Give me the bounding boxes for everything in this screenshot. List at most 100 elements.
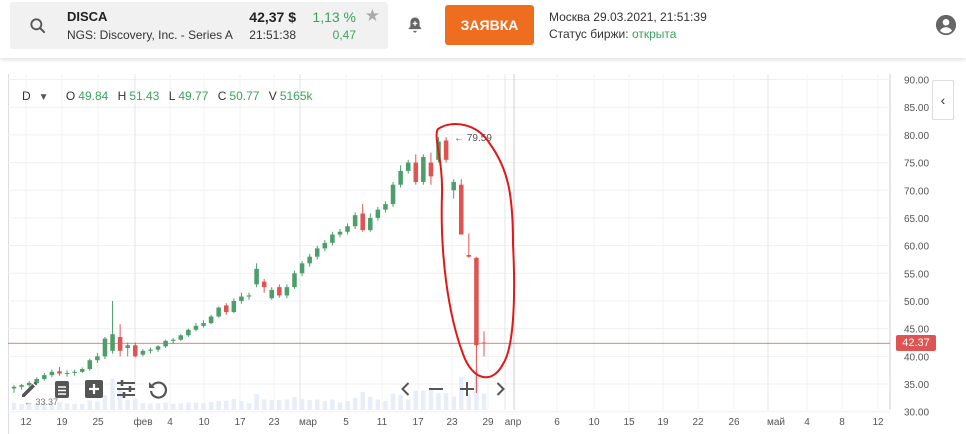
collapse-panel-button[interactable]: ‹ — [932, 80, 954, 120]
low-marker-label: ← 33.37 — [24, 397, 58, 407]
candle-body — [261, 281, 267, 288]
tune-icon[interactable] — [114, 377, 138, 401]
volume-bar — [49, 402, 55, 410]
candle-body — [186, 329, 191, 336]
candle-body — [398, 170, 403, 185]
candle-body — [322, 242, 328, 249]
volume-bar — [216, 401, 221, 410]
volume-bar — [246, 403, 252, 410]
volume-bar — [428, 389, 434, 410]
market-datetime: Москва 29.03.2021, 21:51:39 — [549, 10, 707, 24]
interval-dropdown-icon[interactable]: ▼ — [38, 92, 49, 103]
order-button[interactable]: ЗАЯВКА — [445, 5, 534, 45]
candle-body — [125, 345, 130, 349]
volume-bar — [239, 401, 244, 410]
volume-bar — [57, 402, 62, 410]
market-status: Статус биржи: открыта — [549, 27, 676, 41]
time-tick-label: 10 — [198, 417, 210, 428]
open-label: O — [65, 89, 76, 103]
volume-bar — [352, 398, 358, 410]
price-tick-label: 60.00 — [904, 242, 929, 253]
candle-body — [383, 204, 388, 210]
volume-bar — [186, 402, 191, 410]
candle-body — [299, 263, 305, 274]
volume-bar — [375, 399, 381, 410]
last-price: 42,37 $ — [249, 9, 296, 25]
candle-body — [451, 181, 456, 191]
candle-body — [307, 256, 312, 264]
time-tick-label: 10 — [588, 417, 600, 428]
bell-plus-icon[interactable] — [405, 14, 425, 36]
volume-bar — [178, 403, 184, 410]
volume-bar — [42, 402, 47, 410]
annotation-ellipse — [435, 123, 516, 379]
volume-bar — [330, 399, 335, 410]
price-tick-label: 80.00 — [904, 131, 929, 142]
account-icon[interactable] — [935, 14, 957, 36]
ticker-panel[interactable]: DISCA NGS: Discovery, Inc. - Series A 42… — [10, 2, 388, 49]
add-box-icon[interactable] — [82, 377, 106, 401]
candle-body — [79, 369, 85, 372]
time-tick-label: 19 — [56, 417, 68, 428]
zoom-in-icon[interactable] — [455, 377, 479, 401]
high-label: H — [117, 89, 127, 103]
candle-body — [443, 140, 449, 160]
candle-body — [155, 346, 161, 350]
volume-bar — [231, 398, 237, 410]
candle-body — [421, 157, 426, 182]
volume-bar — [133, 398, 138, 410]
next-arrow-icon[interactable] — [488, 377, 512, 401]
volume-bar — [148, 403, 153, 410]
top-bar: DISCA NGS: Discovery, Inc. - Series A 42… — [0, 0, 966, 58]
time-tick-label: 26 — [728, 417, 740, 428]
volume-bar — [125, 399, 130, 410]
candle-body — [34, 379, 40, 383]
prev-arrow-icon[interactable] — [394, 377, 418, 401]
candle-body — [26, 382, 32, 386]
market-status-value: открыта — [631, 27, 677, 41]
undo-icon[interactable] — [146, 377, 170, 401]
time-tick-label: 25 — [92, 417, 104, 428]
volume-bar — [337, 402, 343, 410]
price-tick-label: 45.00 — [904, 325, 929, 336]
time-tick-label: 19 — [657, 417, 669, 428]
change-absolute: 0,47 — [332, 28, 356, 42]
volume-bar — [284, 399, 290, 410]
candle-body — [42, 375, 47, 380]
volume-bar — [413, 390, 419, 410]
time-tick-label: 17 — [234, 417, 246, 428]
star-icon[interactable]: ★ — [364, 6, 380, 25]
volume-bar — [102, 395, 108, 410]
volume-bar — [64, 403, 70, 410]
candle-body — [140, 350, 146, 355]
chart-grid — [8, 74, 958, 434]
volume-bar — [481, 393, 487, 410]
candle-body — [110, 334, 115, 351]
volume-bar — [11, 402, 17, 410]
candle-body — [231, 300, 237, 313]
volume-bar — [322, 401, 328, 410]
volume-bar — [117, 389, 123, 410]
candle-body — [466, 255, 472, 257]
zoom-out-icon[interactable] — [424, 377, 448, 401]
volume-bar — [314, 399, 320, 410]
document-icon[interactable] — [50, 377, 74, 401]
candle-body — [193, 325, 199, 330]
price-chart[interactable]: 90.00 85.00 80.00 75.00 70.00 65.00 60.00 55.00… — [8, 74, 958, 434]
volume-bar — [261, 399, 267, 410]
volume-bar — [345, 401, 350, 410]
price-tick-label: 30.00 — [904, 408, 929, 419]
high-value: 51.43 — [129, 89, 160, 103]
interval-label[interactable]: D — [22, 89, 31, 103]
search-icon[interactable] — [28, 16, 48, 36]
time-tick-label: 4 — [804, 417, 810, 428]
volume-bar — [436, 393, 441, 410]
price-tick-label: 90.00 — [904, 76, 929, 87]
annotations: ← 79.59 ← 33.37 — [8, 123, 890, 407]
ohlc-legend: D ▼ O 49.84 H 51.43 L 49.77 C 50.77 V 5165k — [22, 89, 319, 103]
pencil-icon[interactable] — [18, 377, 42, 401]
change-percent: 1,13 % — [312, 9, 356, 25]
candle-body — [330, 234, 335, 243]
candle-body — [254, 268, 259, 285]
volume-bar — [443, 393, 449, 410]
